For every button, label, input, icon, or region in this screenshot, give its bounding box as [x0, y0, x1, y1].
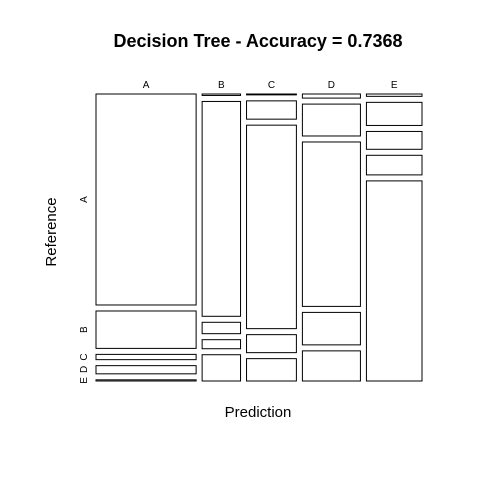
- prediction-label-E: E: [391, 80, 398, 91]
- prediction-label-C: C: [268, 80, 275, 91]
- reference-label-A: A: [79, 196, 90, 203]
- reference-label-C: C: [79, 353, 90, 360]
- tile-pred-D-ref-A: [301, 93, 361, 99]
- prediction-label-D: D: [328, 80, 335, 91]
- tile-pred-E-ref-D: [365, 154, 423, 176]
- y-axis-label: Reference: [43, 197, 60, 266]
- tile-pred-C-ref-E: [246, 358, 297, 382]
- tile-pred-A-ref-C: [95, 353, 197, 361]
- prediction-label-B: B: [218, 80, 225, 91]
- tile-pred-C-ref-B: [246, 100, 297, 120]
- tile-pred-A-ref-E: [95, 379, 197, 382]
- mosaic-tiles: [95, 93, 423, 382]
- tile-pred-A-ref-B: [95, 310, 197, 349]
- tile-pred-E-ref-C: [365, 130, 423, 150]
- tile-pred-D-ref-C: [301, 141, 361, 307]
- reference-label-E: E: [79, 377, 90, 384]
- tile-pred-B-ref-C: [201, 321, 242, 335]
- tile-pred-A-ref-A: [95, 93, 197, 306]
- tile-pred-E-ref-A: [365, 93, 423, 97]
- tile-pred-C-ref-A: [246, 93, 297, 96]
- prediction-label-A: A: [143, 80, 150, 91]
- x-axis-label: Prediction: [225, 404, 292, 421]
- tile-pred-D-ref-B: [301, 103, 361, 137]
- tile-pred-D-ref-D: [301, 311, 361, 346]
- tile-pred-E-ref-E: [365, 180, 423, 382]
- tile-pred-B-ref-A: [201, 93, 242, 96]
- prediction-tick-labels: A B C D E: [143, 80, 398, 91]
- tile-pred-C-ref-D: [246, 334, 297, 354]
- reference-label-D: D: [79, 366, 90, 373]
- reference-label-B: B: [79, 326, 90, 333]
- tile-pred-A-ref-D: [95, 365, 197, 375]
- tile-pred-E-ref-B: [365, 101, 423, 126]
- tile-pred-B-ref-D: [201, 339, 242, 350]
- tile-pred-B-ref-E: [201, 354, 242, 382]
- chart-title: Decision Tree - Accuracy = 0.7368: [113, 31, 402, 51]
- tile-pred-C-ref-C: [246, 124, 297, 330]
- reference-tick-labels: A B CDE: [79, 196, 90, 384]
- tile-pred-B-ref-B: [201, 100, 242, 317]
- tile-pred-D-ref-E: [301, 350, 361, 382]
